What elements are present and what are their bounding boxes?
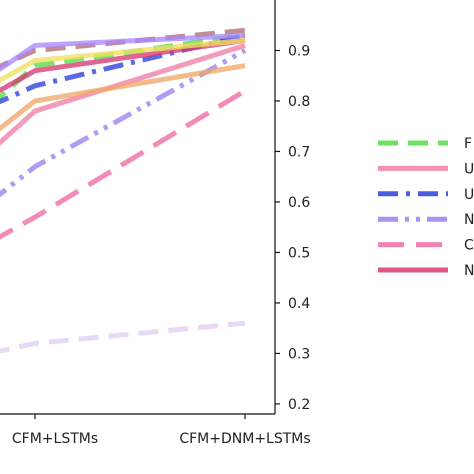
legend-label-2: U bbox=[464, 187, 474, 203]
y-tick-label: 0.3 bbox=[288, 346, 310, 362]
y-tick-label: 0.4 bbox=[288, 296, 310, 312]
y-tick-label: 0.6 bbox=[288, 195, 310, 211]
legend-label-0: F bbox=[464, 136, 472, 152]
legend-label-5: N bbox=[464, 263, 474, 279]
y-tick-label: 0.9 bbox=[288, 43, 310, 59]
series-line-10 bbox=[0, 320, 246, 354]
y-tick-label: 0.5 bbox=[288, 245, 310, 261]
legend-label-4: C bbox=[464, 238, 474, 254]
y-tick-label: 0.8 bbox=[288, 94, 310, 110]
legend-label-1: U bbox=[464, 161, 474, 177]
axes: 0.2 0.3 0.4 0.5 0.6 0.7 0.8 0.9 CFM+LSTMs CFM+DNM… bbox=[0, 0, 311, 447]
series-layer bbox=[0, 27, 247, 354]
y-tick-label: 0.7 bbox=[288, 144, 310, 160]
x-tick-label: CFM+DNM+LSTMs bbox=[179, 431, 310, 447]
series-line-9 bbox=[0, 63, 246, 132]
y-tick-label: 0.2 bbox=[288, 397, 310, 413]
legend-label-3: N bbox=[464, 212, 474, 228]
x-tick-label: CFM+LSTMs bbox=[12, 431, 98, 447]
